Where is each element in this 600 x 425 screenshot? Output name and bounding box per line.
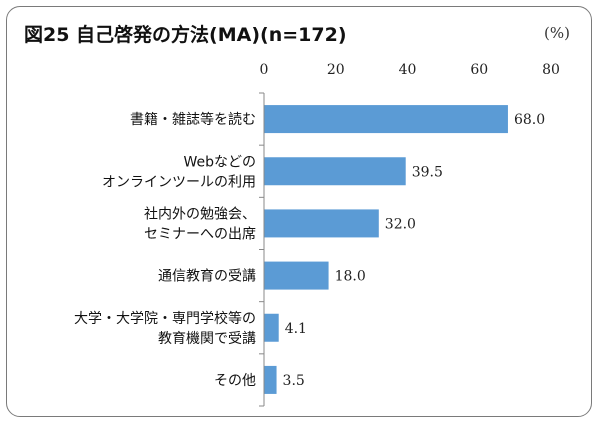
unit-label: (%) [544, 24, 570, 42]
x-tick-label: 60 [470, 62, 488, 78]
category-axis [259, 92, 265, 407]
x-tick-label: 40 [399, 62, 417, 78]
bar-value-label: 4.1 [285, 321, 307, 337]
x-tick-label: 0 [260, 62, 269, 78]
bar-value-label: 18.0 [335, 269, 366, 285]
category-label: 書籍・雑誌等を読む [130, 111, 256, 128]
x-tick-label: 20 [327, 62, 345, 78]
category-labels: 書籍・雑誌等を読む Webなどのオンラインツールの利用社内外の勉強会、セミナーへの… [74, 111, 256, 389]
chart-title: 図25 自己啓発の方法(MA)(n=172) [24, 24, 347, 46]
bar-value-label: 3.5 [283, 373, 305, 389]
bar [264, 313, 279, 342]
bar-value-label: 68.0 [514, 112, 545, 128]
category-label: 社内外の勉強会、セミナーへの出席 [144, 206, 256, 242]
category-label: 大学・大学院・専門学校等の教育機関で受講 [74, 310, 256, 347]
x-tick-label: 80 [542, 62, 560, 78]
bars [264, 105, 508, 394]
value-labels: 68.0 39.5 32.0 18.0 4.1 3.5 [283, 112, 546, 389]
bar-value-label: 32.0 [385, 216, 416, 232]
category-label: 通信教育の受講 [158, 269, 256, 285]
bar [264, 105, 508, 134]
bar [264, 261, 329, 290]
category-label: Webなどのオンラインツールの利用 [102, 154, 256, 190]
bar-value-label: 39.5 [412, 164, 443, 180]
category-label: その他 [214, 373, 256, 389]
bar [264, 209, 379, 238]
x-axis-ticks: 0 20 40 60 80 [260, 62, 560, 78]
bar [264, 157, 406, 186]
bar [264, 365, 277, 394]
